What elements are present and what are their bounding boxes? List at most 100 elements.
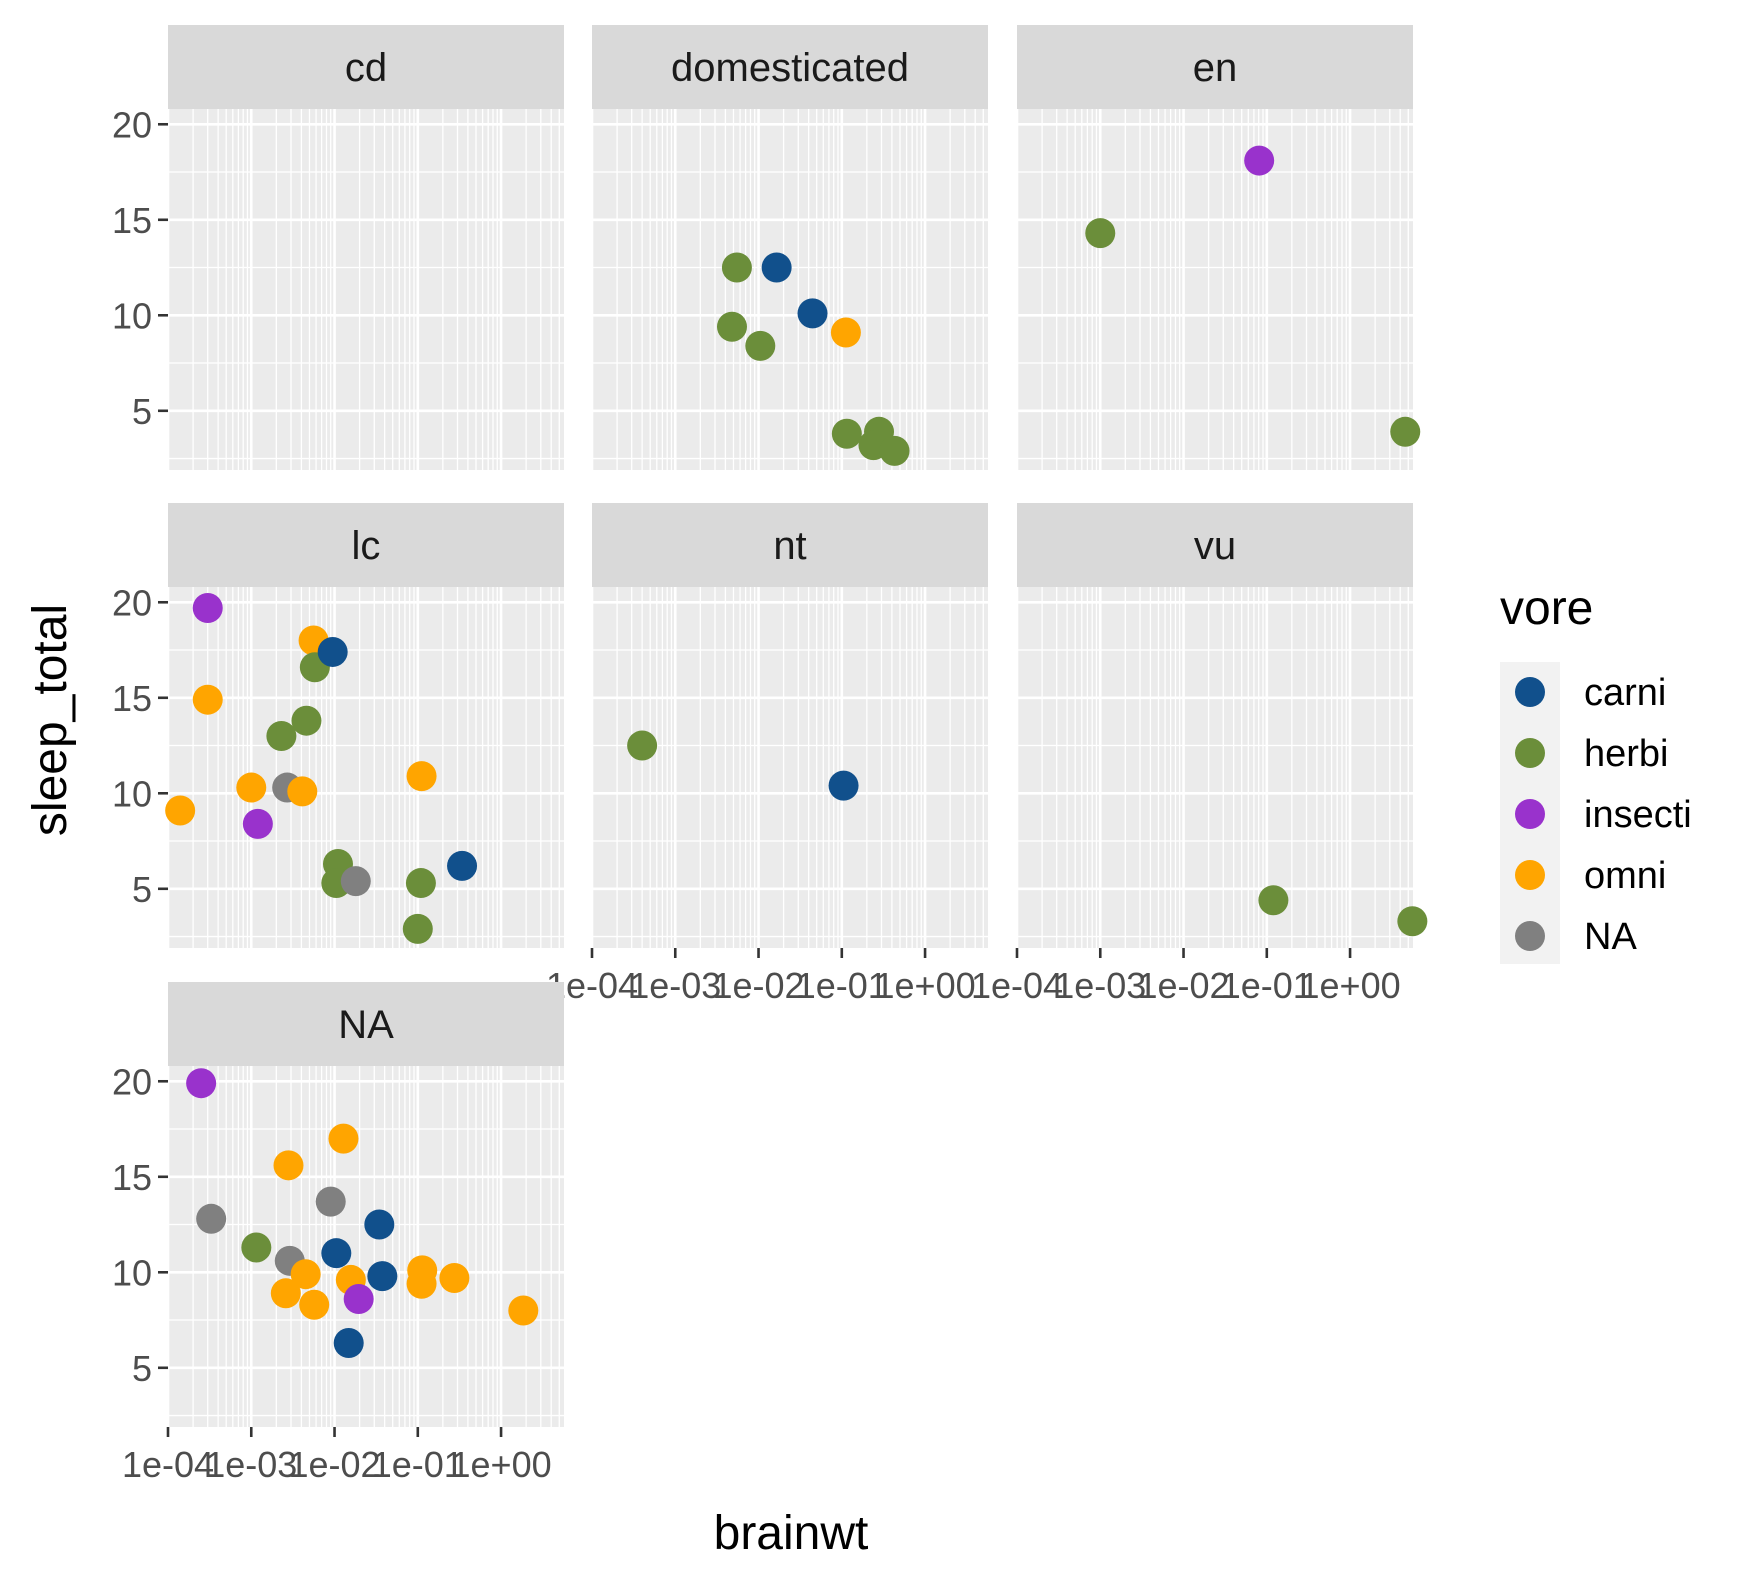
data-point-omni	[290, 1259, 321, 1290]
data-point-herbi	[291, 705, 322, 736]
x-tick-label: 1e-02	[1137, 965, 1229, 1006]
data-point-herbi	[745, 330, 776, 361]
facet-strip-label: cd	[345, 46, 387, 90]
facet-strip	[592, 503, 988, 587]
data-point-NA	[340, 866, 371, 897]
data-point-insecti	[1244, 145, 1275, 176]
facet-panel-lc: lc 5 10 15 20	[112, 503, 564, 948]
legend: vore carni herbi insecti omni NA	[1500, 582, 1692, 964]
data-point-insecti	[186, 1068, 217, 1099]
data-point-carni	[317, 636, 348, 667]
facet-strip	[168, 982, 564, 1066]
x-tick-label: 1e-01	[796, 965, 888, 1006]
x-tick-label: 1e-04	[971, 965, 1063, 1006]
facet-strip	[1017, 25, 1413, 109]
y-tick-label: 15	[112, 200, 152, 241]
panel-background	[592, 587, 988, 948]
data-point-herbi	[266, 720, 297, 751]
y-tick-label: 20	[112, 582, 152, 623]
data-point-insecti	[242, 808, 273, 839]
data-point-herbi	[721, 252, 752, 283]
panel-background	[168, 587, 564, 948]
data-point-carni	[797, 298, 828, 329]
x-tick-label: 1e-01	[372, 1444, 464, 1485]
y-tick-label: 5	[132, 869, 152, 910]
data-point-herbi	[241, 1232, 272, 1263]
facet-strip-label: NA	[338, 1003, 394, 1047]
data-point-omni	[508, 1295, 539, 1326]
y-tick-label: 10	[112, 295, 152, 336]
facet-strip	[592, 25, 988, 109]
facet-panels: cd 5 10 15 20 domesticated en lc 5 10 15 20 nt1e-041…	[112, 25, 1428, 1485]
panel-background	[592, 109, 988, 470]
legend-key-herbi	[1515, 738, 1545, 768]
data-point-carni	[333, 1327, 364, 1358]
legend-label: insecti	[1584, 794, 1692, 836]
y-tick-label: 15	[112, 678, 152, 719]
y-axis-title: sleep_total	[24, 604, 77, 836]
y-tick-label: 15	[112, 1157, 152, 1198]
data-point-herbi	[1085, 218, 1116, 249]
data-point-omni	[165, 795, 196, 826]
data-point-herbi	[831, 418, 862, 449]
data-point-omni	[406, 761, 437, 792]
y-tick-label: 10	[112, 773, 152, 814]
legend-key-insecti	[1515, 799, 1545, 829]
data-point-NA	[315, 1186, 346, 1217]
y-tick-label: 5	[132, 391, 152, 432]
facet-strip-label: domesticated	[671, 46, 909, 90]
data-point-carni	[364, 1209, 395, 1240]
y-tick-label: 20	[112, 104, 152, 145]
data-point-carni	[447, 850, 478, 881]
data-point-omni	[192, 684, 223, 715]
data-point-herbi	[1390, 416, 1421, 447]
x-tick-label: 1e+00	[451, 1444, 552, 1485]
facet-panel-cd: cd 5 10 15 20	[112, 25, 564, 470]
facet-panel-en: en	[1015, 25, 1421, 470]
data-point-omni	[328, 1123, 359, 1154]
data-point-herbi	[1397, 906, 1428, 937]
legend-label: omni	[1584, 855, 1666, 897]
legend-key-omni	[1515, 860, 1545, 890]
data-point-carni	[828, 770, 859, 801]
data-point-herbi	[627, 730, 658, 761]
data-point-NA	[196, 1203, 227, 1234]
x-tick-label: 1e-02	[712, 965, 804, 1006]
x-tick-label: 1e-02	[288, 1444, 380, 1485]
legend-key-NA	[1515, 921, 1545, 951]
facet-panel-domesticated: domesticated	[590, 25, 988, 470]
legend-key-carni	[1515, 677, 1545, 707]
data-point-carni	[321, 1238, 352, 1269]
data-point-herbi	[402, 913, 433, 944]
x-tick-label: 1e-03	[205, 1444, 297, 1485]
legend-label: carni	[1584, 672, 1666, 714]
data-point-omni	[299, 1289, 330, 1320]
legend-entries: carni herbi insecti omni NA	[1515, 672, 1692, 958]
facet-strip	[168, 25, 564, 109]
facet-strip	[168, 503, 564, 587]
x-tick-label: 1e+00	[1300, 965, 1401, 1006]
data-point-omni	[830, 317, 861, 348]
data-point-carni	[761, 252, 792, 283]
x-tick-label: 1e-03	[1054, 965, 1146, 1006]
facet-strip-label: vu	[1194, 524, 1236, 568]
data-point-insecti	[192, 593, 223, 624]
panel-background	[168, 109, 564, 470]
facet-strip-label: en	[1193, 46, 1238, 90]
data-point-omni	[287, 776, 318, 807]
facet-strip-label: lc	[352, 524, 381, 568]
x-tick-label: 1e+00	[875, 965, 976, 1006]
x-tick-label: 1e-01	[1221, 965, 1313, 1006]
x-tick-label: 1e-04	[122, 1444, 214, 1485]
panel-background	[1017, 587, 1413, 948]
data-point-omni	[236, 772, 267, 803]
data-point-omni	[406, 1268, 437, 1299]
data-point-herbi	[879, 435, 910, 466]
panel-background	[168, 1066, 564, 1427]
legend-title: vore	[1500, 582, 1593, 635]
data-point-insecti	[343, 1284, 374, 1315]
